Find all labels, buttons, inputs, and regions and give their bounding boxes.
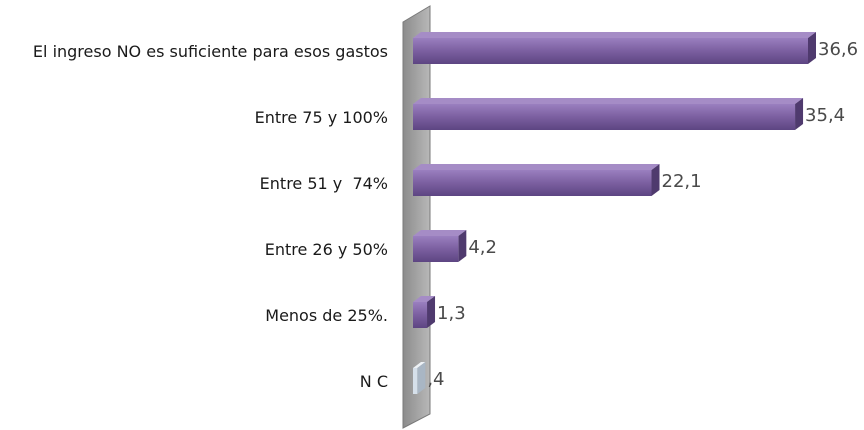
bar-top-face — [413, 362, 426, 368]
category-label-5: N C — [360, 372, 388, 391]
value-label-2: 22,1 — [662, 171, 702, 192]
bar-5 — [413, 362, 426, 394]
value-label-4: 1,3 — [437, 303, 466, 324]
bar-front-face — [413, 38, 808, 64]
category-label-1: Entre 75 y 100% — [255, 108, 388, 127]
value-label-3: 4,2 — [468, 237, 497, 258]
bar-top-face — [413, 98, 804, 104]
bar-side-face — [427, 296, 436, 328]
category-label-3: Entre 26 y 50% — [265, 240, 388, 259]
bar-2 — [413, 164, 660, 196]
bar-front-face — [413, 170, 652, 196]
bar-side-face — [458, 230, 467, 262]
bar-top-face — [413, 296, 436, 302]
bar-1 — [413, 98, 804, 130]
bar-0 — [413, 32, 816, 64]
bar-front-face — [413, 302, 428, 328]
bar-side-face — [651, 164, 660, 196]
axis-wall — [402, 5, 431, 429]
bars-group — [413, 32, 816, 394]
bar-4 — [413, 296, 436, 328]
bar-side-face — [795, 98, 804, 130]
bar-top-face — [413, 164, 660, 170]
category-label-4: Menos de 25%. — [265, 306, 388, 325]
category-label-2: Entre 51 y 74% — [260, 174, 388, 193]
value-label-5: ,4 — [427, 369, 444, 390]
bar-front-face — [413, 104, 796, 130]
value-labels: 36,6 35,4 22,1 4,2 1,3 ,4 — [427, 39, 858, 390]
bar-side-face — [808, 32, 816, 64]
category-labels: El ingreso NO es suficiente para esos ga… — [33, 42, 388, 391]
bar-front-face — [413, 236, 459, 262]
bar-side-face — [417, 362, 426, 394]
value-label-1: 35,4 — [805, 105, 845, 126]
bar-top-face — [413, 230, 467, 236]
bar-3 — [413, 230, 467, 262]
value-label-0: 36,6 — [818, 39, 858, 60]
category-label-0: El ingreso NO es suficiente para esos ga… — [33, 42, 388, 61]
bar-front-face — [413, 368, 418, 394]
bar-top-face — [413, 32, 816, 38]
